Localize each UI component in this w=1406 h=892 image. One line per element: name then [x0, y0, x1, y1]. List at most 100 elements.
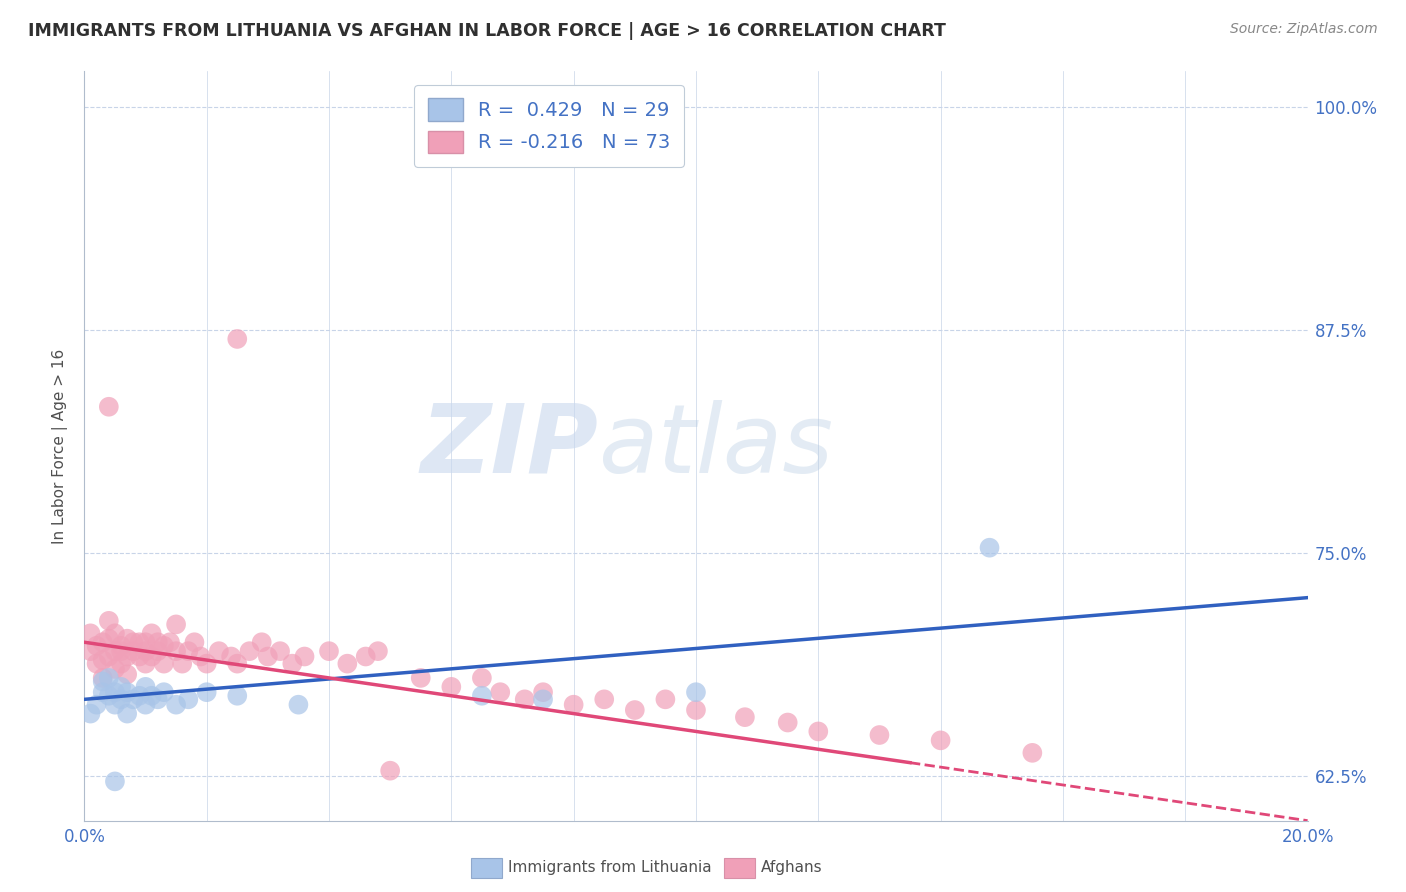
- Point: [734, 710, 756, 724]
- Text: Source: ZipAtlas.com: Source: ZipAtlas.com: [1230, 22, 1378, 37]
- Point: [122, 644, 145, 658]
- Point: [593, 692, 616, 706]
- Point: [104, 626, 127, 640]
- Point: [122, 635, 145, 649]
- Point: [135, 635, 157, 649]
- Text: IMMIGRANTS FROM LITHUANIA VS AFGHAN IN LABOR FORCE | AGE > 16 CORRELATION CHART: IMMIGRANTS FROM LITHUANIA VS AFGHAN IN L…: [28, 22, 946, 40]
- Point: [195, 657, 218, 671]
- Point: [110, 680, 132, 694]
- Point: [104, 685, 127, 699]
- Point: [79, 706, 101, 721]
- Point: [135, 680, 157, 694]
- Text: Afghans: Afghans: [761, 861, 823, 875]
- Point: [238, 644, 260, 658]
- Point: [122, 692, 145, 706]
- Point: [250, 635, 273, 649]
- Point: [104, 644, 127, 658]
- Point: [195, 685, 218, 699]
- Point: [165, 617, 187, 632]
- Point: [869, 728, 891, 742]
- Point: [183, 635, 205, 649]
- Point: [141, 689, 163, 703]
- Point: [110, 692, 132, 706]
- Point: [471, 671, 494, 685]
- Point: [190, 649, 212, 664]
- Point: [685, 685, 707, 699]
- Point: [91, 685, 114, 699]
- Point: [153, 639, 176, 653]
- Point: [135, 698, 157, 712]
- Point: [97, 671, 120, 685]
- Point: [115, 667, 138, 681]
- Point: [146, 635, 169, 649]
- Point: [807, 724, 830, 739]
- Point: [219, 649, 242, 664]
- Point: [104, 774, 127, 789]
- Text: Immigrants from Lithuania: Immigrants from Lithuania: [508, 861, 711, 875]
- Point: [97, 689, 120, 703]
- Point: [562, 698, 585, 712]
- Point: [141, 649, 163, 664]
- Point: [177, 692, 200, 706]
- Point: [354, 649, 377, 664]
- Point: [104, 698, 127, 712]
- Point: [380, 764, 402, 778]
- Point: [226, 689, 249, 703]
- Point: [257, 649, 280, 664]
- Point: [91, 671, 114, 685]
- Point: [146, 644, 169, 658]
- Point: [110, 644, 132, 658]
- Point: [97, 632, 120, 646]
- Point: [226, 657, 249, 671]
- Text: atlas: atlas: [598, 400, 834, 492]
- Point: [281, 657, 304, 671]
- Point: [159, 635, 181, 649]
- Point: [624, 703, 647, 717]
- Point: [471, 689, 494, 703]
- Point: [367, 644, 389, 658]
- Point: [141, 626, 163, 640]
- Point: [146, 692, 169, 706]
- Point: [110, 639, 132, 653]
- Point: [153, 657, 176, 671]
- Point: [128, 649, 150, 664]
- Point: [531, 692, 554, 706]
- Point: [318, 644, 340, 658]
- Point: [115, 706, 138, 721]
- Point: [86, 639, 108, 653]
- Point: [79, 626, 101, 640]
- Point: [91, 635, 114, 649]
- Point: [440, 680, 463, 694]
- Point: [86, 698, 108, 712]
- Point: [172, 657, 194, 671]
- Point: [104, 662, 127, 676]
- Point: [91, 674, 114, 689]
- Point: [115, 649, 138, 664]
- Point: [97, 649, 120, 664]
- Point: [979, 541, 1001, 555]
- Point: [226, 332, 249, 346]
- Point: [776, 715, 799, 730]
- Point: [654, 692, 676, 706]
- Point: [115, 685, 138, 699]
- Point: [336, 657, 359, 671]
- Point: [294, 649, 316, 664]
- Point: [929, 733, 952, 747]
- Point: [165, 698, 187, 712]
- Point: [409, 671, 432, 685]
- Legend: R =  0.429   N = 29, R = -0.216   N = 73: R = 0.429 N = 29, R = -0.216 N = 73: [415, 85, 685, 167]
- Point: [165, 644, 187, 658]
- Point: [128, 635, 150, 649]
- Point: [685, 703, 707, 717]
- Point: [97, 400, 120, 414]
- Point: [86, 657, 108, 671]
- Point: [115, 632, 138, 646]
- Point: [531, 685, 554, 699]
- Point: [110, 657, 132, 671]
- Point: [208, 644, 231, 658]
- Point: [287, 698, 309, 712]
- Point: [79, 644, 101, 658]
- Point: [513, 692, 536, 706]
- Point: [91, 653, 114, 667]
- Y-axis label: In Labor Force | Age > 16: In Labor Force | Age > 16: [52, 349, 67, 543]
